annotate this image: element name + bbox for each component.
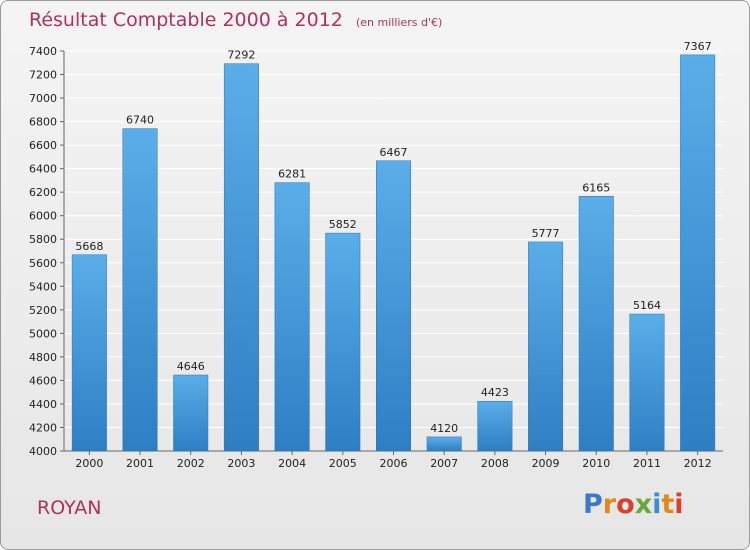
x-tick-label-2006: 2006 — [380, 457, 408, 470]
y-tick-label: 4000 — [29, 445, 57, 458]
bar-2005 — [325, 232, 361, 452]
data-labels: 5668 6740 4646 7292 6281 5852 6467 4120 4423 5777… — [75, 40, 711, 435]
proxiti-logo: Proxiti — [583, 489, 684, 520]
data-label-2006: 6467 — [380, 146, 408, 159]
x-tick-label-2002: 2002 — [177, 457, 205, 470]
bar-2003 — [223, 63, 259, 452]
bar-2009 — [528, 241, 564, 452]
y-tick-label: 5400 — [29, 280, 57, 293]
axes: 4000 4200 4400 4600 4800 5000 5200 5400 5600 5800… — [29, 45, 723, 470]
y-tick-label: 6000 — [29, 210, 57, 223]
bar-2010 — [578, 196, 614, 452]
y-tick-label: 6600 — [29, 139, 57, 152]
x-tick-label-2000: 2000 — [75, 457, 103, 470]
y-tick-label: 4400 — [29, 398, 57, 411]
chart-title-row: Résultat Comptable 2000 à 2012 (en milli… — [29, 9, 442, 31]
chart-subtitle: (en milliers d'€) — [355, 16, 443, 29]
data-label-2012: 7367 — [684, 40, 712, 53]
y-tick-label: 7200 — [29, 69, 57, 82]
y-tick-label: 7000 — [29, 92, 57, 105]
data-label-2011: 5164 — [633, 299, 661, 312]
data-label-2000: 5668 — [75, 240, 103, 253]
bar-2011 — [629, 313, 665, 452]
x-tick-label-2004: 2004 — [278, 457, 306, 470]
data-label-2002: 4646 — [177, 360, 205, 373]
y-tick-label: 4200 — [29, 421, 57, 434]
x-tick-label-2005: 2005 — [329, 457, 357, 470]
y-tick-label: 5800 — [29, 233, 57, 246]
x-tick-label-2003: 2003 — [227, 457, 255, 470]
bar-2000 — [71, 254, 107, 452]
y-tick-label: 5600 — [29, 257, 57, 270]
bar-2008 — [477, 400, 513, 452]
bar-2012 — [680, 54, 716, 452]
y-tick-label: 7400 — [29, 45, 57, 58]
y-tick-label: 6200 — [29, 186, 57, 199]
bars — [71, 54, 716, 452]
y-tick-label: 5000 — [29, 327, 57, 340]
x-tick-label-2012: 2012 — [684, 457, 712, 470]
bar-2001 — [122, 128, 158, 452]
y-tick-label: 6400 — [29, 163, 57, 176]
x-tick-label-2010: 2010 — [582, 457, 610, 470]
x-tick-label-2009: 2009 — [532, 457, 560, 470]
data-label-2005: 5852 — [329, 218, 357, 231]
data-label-2003: 7292 — [227, 49, 255, 62]
bar-2004 — [274, 182, 310, 452]
x-tick-label-2011: 2011 — [633, 457, 661, 470]
city-label: ROYAN — [37, 497, 102, 519]
y-tick-label: 5200 — [29, 304, 57, 317]
y-tick-label: 4600 — [29, 374, 57, 387]
data-label-2009: 5777 — [532, 227, 560, 240]
data-label-2004: 6281 — [278, 168, 306, 181]
bar-2007 — [426, 436, 462, 452]
y-tick-label: 4800 — [29, 351, 57, 364]
x-tick-label-2008: 2008 — [481, 457, 509, 470]
data-label-2010: 6165 — [582, 181, 610, 194]
data-label-2008: 4423 — [481, 386, 509, 399]
bar-2006 — [376, 160, 411, 452]
y-tick-label: 6800 — [29, 116, 57, 129]
data-label-2007: 4120 — [430, 422, 458, 435]
x-tick-label-2007: 2007 — [430, 457, 458, 470]
x-tick-label-2001: 2001 — [126, 457, 154, 470]
data-label-2001: 6740 — [126, 114, 154, 127]
bar-2002 — [173, 374, 209, 452]
chart-title: Résultat Comptable 2000 à 2012 — [29, 9, 343, 31]
